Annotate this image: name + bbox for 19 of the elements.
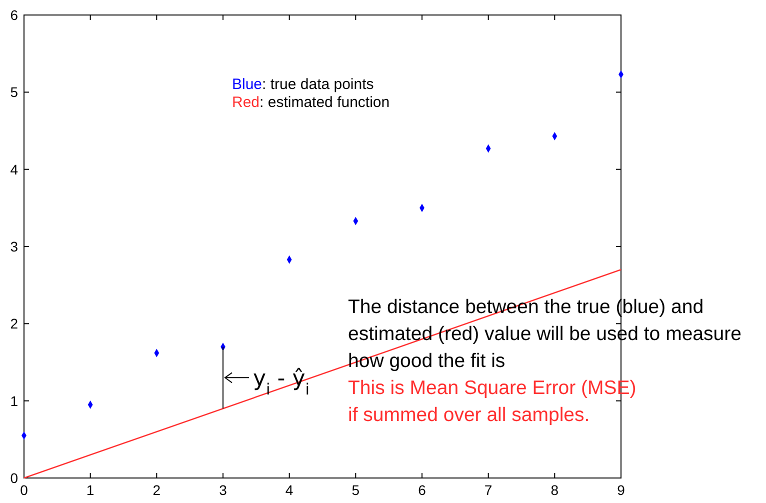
y-tick-label: 5 [10, 84, 18, 100]
x-tick-label: 9 [617, 482, 626, 498]
x-tick-label: 8 [550, 482, 559, 498]
x-tick-label: 4 [285, 482, 294, 498]
y-tick-label: 0 [10, 470, 18, 486]
x-tick-label: 0 [20, 482, 28, 498]
annotation: Blue: true data points [232, 76, 374, 93]
x-tick-label: 6 [418, 482, 426, 498]
y-tick-label: 1 [10, 392, 18, 409]
x-tick-label: 5 [352, 482, 360, 498]
y-tick-label: 4 [10, 161, 18, 178]
x-tick-label: 2 [152, 482, 161, 498]
y-tick-label: 2 [10, 316, 18, 332]
annotation: Red: estimated function [232, 94, 390, 111]
y-tick-label: 6 [10, 7, 18, 23]
x-tick-label: 7 [484, 482, 492, 498]
x-tick-label: 3 [219, 482, 228, 498]
y-tick-label: 3 [10, 238, 18, 254]
x-tick-label: 1 [86, 482, 94, 498]
